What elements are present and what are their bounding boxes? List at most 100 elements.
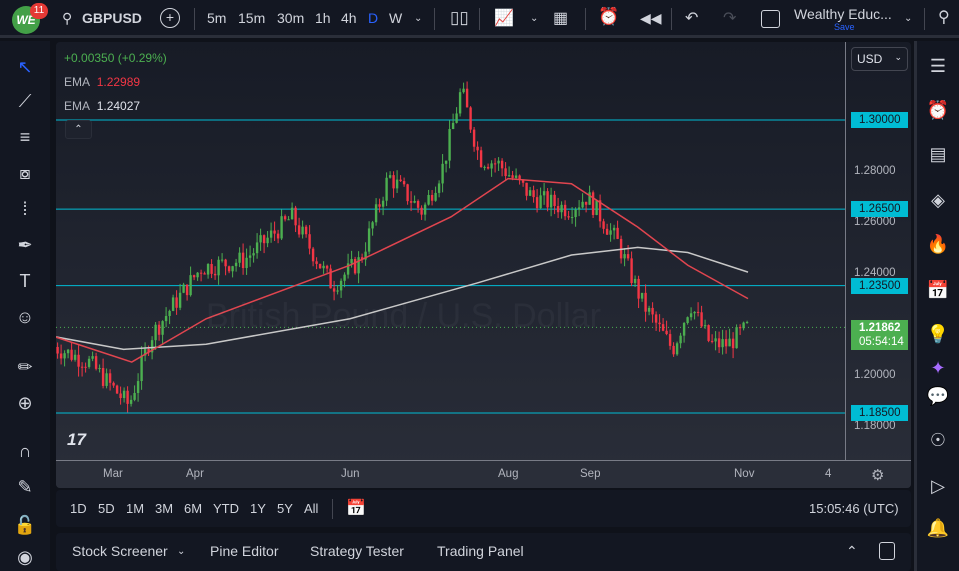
candle-body (605, 228, 609, 235)
maximize-panel-icon[interactable] (879, 542, 895, 560)
sparkle-icon[interactable]: ✦ (930, 358, 946, 378)
quick-search-icon[interactable]: ⚲ (938, 9, 950, 26)
candles-icon[interactable]: ▯▯ (450, 8, 469, 27)
candle-body (108, 373, 112, 383)
chevron-down-icon[interactable]: ⌄ (414, 13, 423, 24)
undo-icon[interactable]: ↶ (685, 10, 699, 27)
range-6m[interactable]: 6M (184, 501, 203, 516)
candle-body (504, 168, 507, 177)
interval-5m[interactable]: 5m (207, 10, 227, 26)
candle-body (658, 322, 661, 325)
layout-grid-icon[interactable]: ▦ (553, 10, 569, 27)
cursor-icon[interactable]: ↖ (17, 57, 33, 77)
candle-body (119, 393, 122, 399)
magnet-icon[interactable]: ∩ (18, 441, 32, 461)
interval-15m[interactable]: 15m (238, 10, 266, 26)
candle-body (189, 275, 192, 296)
collapse-legend-button[interactable]: ⌃ (65, 120, 92, 139)
fullscreen-square-icon[interactable] (761, 10, 780, 28)
candle-body (518, 175, 521, 180)
indicators-icon[interactable]: 📈 (494, 10, 514, 27)
emoji-icon[interactable]: ☺ (15, 307, 35, 327)
range-5d[interactable]: 5D (98, 501, 115, 516)
chart-area[interactable]: British Pound / U.S. Dollar +0.00350 (+0… (56, 42, 911, 488)
search-icon[interactable]: ⚲ (62, 10, 73, 26)
candle-body (287, 219, 290, 221)
range-ytd[interactable]: YTD (213, 501, 239, 516)
add-list-icon[interactable]: ▤ (929, 144, 947, 164)
compare-plus-icon[interactable]: + (160, 8, 180, 28)
ema-slow-legend[interactable]: EMA 1.24027 (64, 99, 140, 113)
forecast-icon[interactable]: ⁞ (22, 199, 28, 219)
chat-icon[interactable]: 💬 (926, 386, 950, 406)
hotlist-fire-icon[interactable]: 🔥 (926, 234, 950, 254)
alerts-clock-icon[interactable]: ⏰ (926, 100, 950, 120)
candle-body (458, 92, 462, 114)
ema-fast-legend[interactable]: EMA 1.22989 (64, 75, 140, 89)
range-all[interactable]: All (304, 501, 319, 516)
time-tick: Mar (103, 468, 123, 480)
zoom-icon[interactable]: ⊕ (17, 393, 33, 413)
interval-w[interactable]: W (389, 10, 403, 26)
ema-slow-line (56, 246, 749, 351)
interval-d[interactable]: D (368, 10, 379, 26)
candle-body (350, 259, 353, 264)
redo-icon[interactable]: ↷ (723, 10, 737, 27)
tab-trading-panel[interactable]: Trading Panel (437, 543, 524, 559)
alarm-add-icon[interactable]: ⏰ (598, 7, 620, 26)
candle-body (577, 207, 581, 210)
utc-clock[interactable]: 15:05:46 (UTC) (809, 501, 899, 516)
candle-body (269, 230, 273, 238)
candle-body (353, 259, 357, 274)
time-axis[interactable]: Mar Apr Jun Aug Sep Nov 4 ⚙ (56, 460, 911, 488)
ruler-icon[interactable]: ✏ (17, 357, 33, 377)
goto-date-icon[interactable]: 📅 (346, 500, 366, 517)
notifications-bell-icon[interactable]: 🔔 (926, 518, 950, 538)
candle-body (542, 191, 546, 196)
layout-name[interactable]: Wealthy Educ... (794, 6, 892, 22)
price-axis[interactable]: USD ⌄ 1.28000 1.26000 1.24000 1.20000 1.18000… (845, 42, 911, 460)
collapse-panel-icon[interactable]: ⌃ (846, 543, 858, 559)
candle-body (329, 268, 332, 289)
candle-body (413, 201, 416, 203)
playback-icon[interactable]: ▷ (931, 476, 945, 496)
currency-select[interactable]: USD ⌄ (851, 47, 908, 71)
save-button[interactable]: Save (834, 22, 855, 32)
replay-icon[interactable]: ◀◀ (640, 10, 662, 26)
range-1m[interactable]: 1M (126, 501, 145, 516)
range-1d[interactable]: 1D (70, 501, 87, 516)
interval-1h[interactable]: 1h (315, 10, 331, 26)
trend-line-icon[interactable]: ⟋ (18, 91, 32, 111)
fib-lines-icon[interactable]: ≡ (19, 127, 31, 147)
range-1y[interactable]: 1Y (250, 501, 266, 516)
lock-drawing-icon[interactable]: ✎ (17, 477, 33, 497)
range-5y[interactable]: 5Y (277, 501, 293, 516)
symbol-search[interactable]: GBPUSD (82, 10, 142, 26)
range-3m[interactable]: 3M (155, 501, 174, 516)
chevron-down-icon[interactable]: ⌄ (530, 13, 539, 24)
price-plot[interactable] (56, 42, 845, 460)
brush-icon[interactable]: ✒ (17, 235, 33, 255)
text-icon[interactable]: T (19, 271, 31, 291)
calendar-icon[interactable]: 📅 (926, 280, 950, 300)
interval-4h[interactable]: 4h (341, 10, 357, 26)
interval-30m[interactable]: 30m (277, 10, 305, 26)
pattern-icon[interactable]: ⧇ (19, 163, 31, 183)
chart-settings-gear-icon[interactable]: ⚙ (871, 467, 885, 484)
tab-pine-editor[interactable]: Pine Editor (210, 543, 279, 559)
streams-icon[interactable]: ☉ (929, 430, 947, 450)
chevron-down-icon[interactable]: ⌄ (177, 546, 186, 557)
tab-strategy-tester[interactable]: Strategy Tester (310, 543, 404, 559)
candle-body (294, 207, 297, 226)
candle-body (521, 179, 525, 183)
eye-icon[interactable]: ◉ (17, 547, 33, 567)
layers-icon[interactable]: ◈ (931, 190, 945, 210)
watchlist-icon[interactable]: ☰ (929, 56, 947, 76)
chevron-down-icon[interactable]: ⌄ (904, 13, 913, 24)
lock-icon[interactable]: 🔓 (13, 515, 37, 535)
tab-stock-screener[interactable]: Stock Screener (72, 543, 168, 559)
ideas-bulb-icon[interactable]: 💡 (926, 324, 950, 344)
candle-body (567, 216, 570, 218)
candle-body (546, 191, 549, 208)
candle-body (745, 322, 749, 324)
